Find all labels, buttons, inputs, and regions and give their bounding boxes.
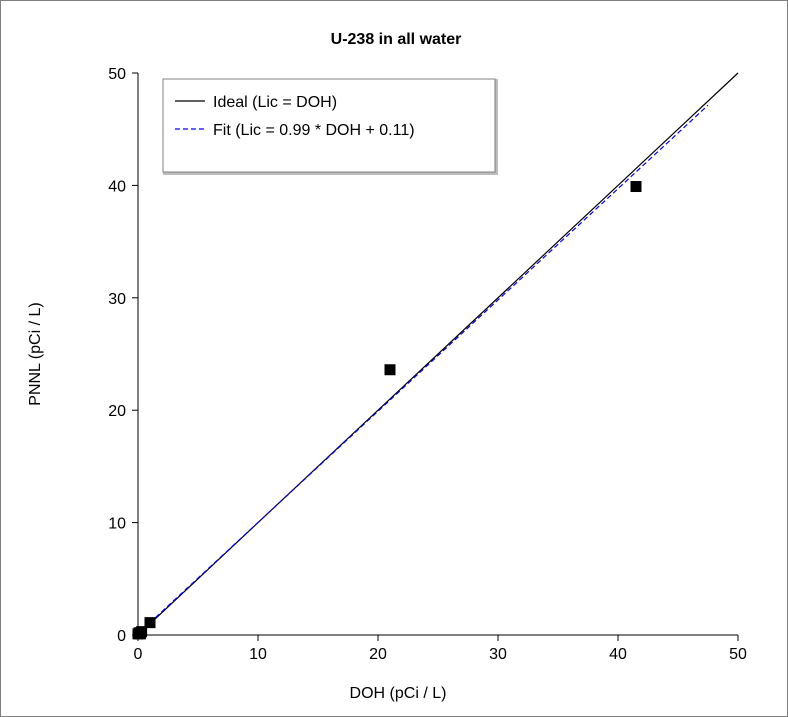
y-tick-label: 30 bbox=[108, 291, 126, 308]
legend-box bbox=[162, 78, 496, 173]
axes: 0 10 20 30 40 50 0 10 20 30 40 50 bbox=[108, 66, 747, 663]
x-tick-label: 50 bbox=[729, 646, 747, 663]
chart-title: U-238 in all water bbox=[331, 31, 462, 48]
y-axis-label: PNNL (pCi / L) bbox=[27, 302, 44, 405]
x-tick-label: 10 bbox=[249, 646, 267, 663]
fit-line bbox=[137, 104, 709, 635]
legend: Ideal (Lic = DOH) Fit (Lic = 0.99 * DOH … bbox=[162, 78, 498, 175]
x-axis-label: DOH (pCi / L) bbox=[350, 685, 447, 702]
x-tick-label: 20 bbox=[369, 646, 387, 663]
x-tick-label: 30 bbox=[489, 646, 507, 663]
series-lines bbox=[137, 72, 739, 636]
y-tick-label: 10 bbox=[108, 516, 126, 533]
data-point bbox=[136, 626, 148, 638]
x-tick-label: 40 bbox=[609, 646, 627, 663]
data-point bbox=[630, 181, 642, 193]
y-tick-label: 50 bbox=[108, 66, 126, 83]
x-tick-label: 0 bbox=[134, 646, 143, 663]
y-tick-label: 40 bbox=[108, 178, 126, 195]
legend-label-ideal: Ideal (Lic = DOH) bbox=[213, 94, 337, 111]
data-points bbox=[132, 181, 642, 640]
data-point bbox=[144, 617, 156, 629]
y-tick-label: 0 bbox=[117, 628, 126, 645]
data-point bbox=[384, 364, 396, 376]
legend-label-fit: Fit (Lic = 0.99 * DOH + 0.11) bbox=[213, 122, 415, 139]
y-tick-label: 20 bbox=[108, 403, 126, 420]
